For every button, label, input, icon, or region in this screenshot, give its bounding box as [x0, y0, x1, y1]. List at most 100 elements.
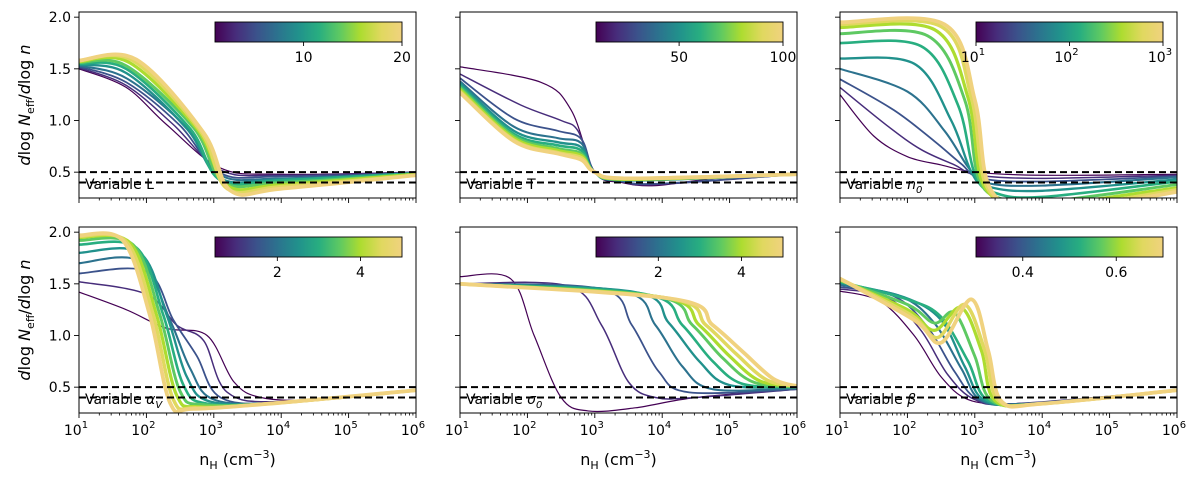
series-line: [79, 63, 416, 184]
colorbar-tick-label: 103: [1148, 47, 1172, 66]
x-tick-label: 102: [892, 420, 916, 439]
series-line: [460, 281, 797, 389]
colorbar-tick-label: 0.4: [1012, 265, 1034, 281]
panel-annotation: Variable L: [85, 177, 154, 193]
series-line: [79, 256, 416, 405]
y-tick-label: 1.0: [49, 114, 71, 130]
panel-n0: Variable n0 101 102 103: [835, 11, 1178, 203]
x-tick-label: 101: [825, 420, 849, 439]
series-line: [840, 18, 1177, 198]
curves-n0: [840, 16, 1177, 198]
colorbar-tick-label: 2: [654, 265, 663, 281]
series-line: [840, 78, 1177, 183]
x-tick-label: 102: [131, 420, 155, 439]
x-tick-label: 106: [782, 420, 806, 439]
series-line: [460, 85, 797, 181]
colorbar-gradient: [214, 236, 403, 258]
colorbar-tick-label: 4: [356, 265, 365, 281]
series-line: [79, 55, 416, 192]
axes-frame: [839, 226, 1178, 414]
y-tick-label: 1.0: [49, 329, 71, 345]
series-line: [79, 233, 416, 409]
colorbar-gradient: [595, 21, 784, 43]
x-tick-label: 106: [1162, 420, 1186, 439]
colorbar-gradient: [975, 236, 1164, 258]
x-tick-label: 104: [1027, 420, 1051, 439]
panel-annotation: Variable β: [846, 392, 916, 408]
series-line: [840, 22, 1177, 198]
y-axis-label: dlog Neff/dlog n: [15, 44, 37, 165]
series-line: [460, 87, 797, 182]
colorbar-tick-label: 50: [670, 50, 688, 66]
y-tick-label: 2.0: [49, 225, 71, 241]
series-line: [79, 52, 416, 197]
series-line: [460, 282, 797, 395]
axes-frame: [78, 226, 417, 414]
panel-alphaV: 101 102 103 104 105 106 0.5 1.0 1.5 2.0 Variable α…: [15, 225, 425, 472]
x-axis-label: nH (cm−3): [199, 448, 276, 472]
series-line: [460, 281, 797, 400]
colorbar-tick-label: 2: [273, 265, 282, 281]
x-tick-label: 104: [266, 420, 290, 439]
panel-annotation: Variable αV: [85, 392, 163, 411]
series-line: [460, 282, 797, 392]
x-tick-label: 101: [445, 420, 469, 439]
panel-T: Variable T 50 100: [455, 11, 798, 203]
x-tick-label: 106: [401, 420, 425, 439]
colorbar-gradient: [975, 21, 1164, 43]
curves-sigma0: [460, 273, 797, 413]
series-line: [460, 90, 797, 181]
curves-alphaV: [79, 231, 416, 413]
series-line: [79, 64, 416, 182]
series-line: [79, 65, 416, 179]
colorbar-gradient: [214, 21, 403, 43]
axes-frame: [78, 11, 417, 199]
x-tick-label: 101: [64, 420, 88, 439]
y-axis-label: dlog Neff/dlog n: [15, 259, 37, 380]
x-tick-label: 103: [580, 420, 604, 439]
colorbar: 50 100: [595, 21, 797, 66]
x-axis-label: nH (cm−3): [580, 448, 657, 472]
series-line: [460, 282, 797, 388]
series-line: [840, 28, 1177, 198]
curves-T: [460, 66, 797, 187]
x-tick-label: 103: [960, 420, 984, 439]
curves-beta: [840, 276, 1177, 409]
x-tick-label: 105: [333, 420, 357, 439]
curves-L: [79, 52, 416, 197]
colorbar-tick-label: 0.6: [1105, 265, 1127, 281]
series-line: [79, 240, 416, 407]
series-line: [840, 94, 1177, 176]
series-line: [840, 86, 1177, 180]
colorbar-tick-label: 4: [737, 265, 746, 281]
series-line: [79, 231, 416, 413]
y-tick-label: 2.0: [49, 10, 71, 26]
x-tick-label: 102: [512, 420, 536, 439]
series-line: [460, 66, 797, 187]
colorbar: 101 102 103: [961, 21, 1172, 66]
x-tick-label: 104: [647, 420, 671, 439]
y-tick-label: 0.5: [49, 165, 71, 181]
series-line: [79, 247, 416, 406]
y-tick-label: 0.5: [49, 380, 71, 396]
colorbar-tick-label: 101: [961, 47, 985, 66]
series-line: [79, 61, 416, 186]
axes-frame: [839, 11, 1178, 199]
panel-L: 0.5 1.0 1.5 2.0 Variable L 10 20 dlog Neff/dlog…: [15, 10, 417, 203]
series-line: [79, 281, 416, 403]
colorbar: 0.4 0.6: [975, 236, 1164, 281]
series-line: [840, 56, 1177, 193]
colorbar-tick-label: 100: [770, 50, 797, 66]
x-tick-label: 105: [714, 420, 738, 439]
axes-frame: [459, 226, 798, 414]
panel-beta: 101 102 103 104 105 106 Variable β 0.4 0.6 nH (cm…: [825, 226, 1186, 472]
series-line: [840, 39, 1177, 198]
y-tick-label: 1.5: [49, 277, 71, 293]
x-tick-label: 105: [1094, 420, 1118, 439]
axes-frame: [459, 11, 798, 199]
colorbar-tick-label: 20: [393, 50, 411, 66]
panel-annotation: Variable T: [466, 177, 536, 193]
panel-annotation: Variable n0: [846, 177, 922, 196]
series-line: [79, 291, 416, 401]
